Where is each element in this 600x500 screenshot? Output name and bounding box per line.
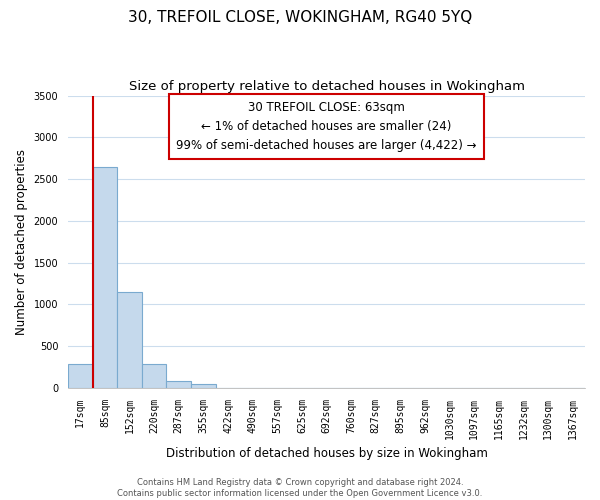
Text: Contains HM Land Registry data © Crown copyright and database right 2024.
Contai: Contains HM Land Registry data © Crown c… [118, 478, 482, 498]
Bar [142, 364, 166, 388]
Text: 30 TREFOIL CLOSE: 63sqm
← 1% of detached houses are smaller (24)
99% of semi-det: 30 TREFOIL CLOSE: 63sqm ← 1% of detached… [176, 102, 477, 152]
Title: Size of property relative to detached houses in Wokingham: Size of property relative to detached ho… [128, 80, 524, 93]
Y-axis label: Number of detached properties: Number of detached properties [15, 148, 28, 334]
Bar [166, 380, 191, 388]
Bar [117, 292, 142, 388]
Bar [92, 166, 117, 388]
X-axis label: Distribution of detached houses by size in Wokingham: Distribution of detached houses by size … [166, 447, 487, 460]
Bar [191, 384, 216, 388]
Text: 30, TREFOIL CLOSE, WOKINGHAM, RG40 5YQ: 30, TREFOIL CLOSE, WOKINGHAM, RG40 5YQ [128, 10, 472, 25]
Bar [68, 364, 92, 388]
